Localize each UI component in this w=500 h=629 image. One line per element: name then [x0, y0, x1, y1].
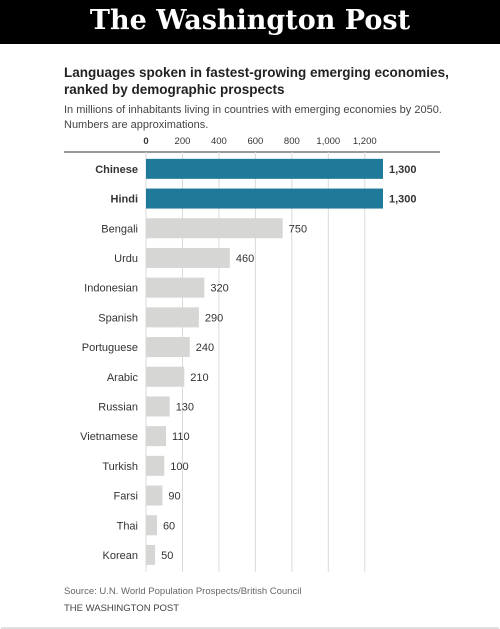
bar: [146, 277, 205, 298]
source-note: Source: U.N. World Population Prospects/…: [64, 586, 302, 597]
bar-chart: 0 200 400 600 800 1,000 1,200 Chinese 1,300 Hindi…: [64, 136, 440, 572]
value-label: 50: [161, 550, 173, 562]
category-label: Indonesian: [84, 283, 138, 295]
x-tick-label: 1,000: [316, 136, 340, 147]
value-label: 290: [205, 312, 223, 324]
bar: [146, 544, 156, 565]
bar: [146, 396, 170, 417]
masthead-logo: The Washington Post: [89, 5, 411, 36]
category-label: Urdu: [114, 253, 138, 265]
chart-subtitle: In millions of inhabitants living in cou…: [64, 104, 442, 131]
category-label: Vietnamese: [80, 431, 138, 443]
category-label: Thai: [117, 520, 138, 532]
value-label: 240: [196, 342, 214, 354]
bar: [146, 218, 283, 239]
value-label: 60: [163, 520, 175, 532]
x-tick-label: 1,200: [353, 136, 377, 147]
bar: [146, 337, 190, 358]
value-label: 460: [236, 253, 254, 265]
category-label: Korean: [103, 550, 138, 562]
bar: [146, 247, 230, 268]
value-label: 210: [190, 372, 208, 384]
value-label: 750: [289, 223, 307, 235]
category-label: Spanish: [98, 312, 138, 324]
value-label: 1,300: [389, 164, 417, 176]
category-label: Portuguese: [82, 342, 138, 354]
bar: [146, 158, 383, 179]
category-label: Arabic: [107, 372, 139, 384]
bar: [146, 426, 167, 447]
category-label: Turkish: [102, 461, 138, 473]
masthead: The Washington Post: [0, 0, 500, 44]
category-label: Chinese: [95, 164, 138, 176]
category-label: Hindi: [111, 194, 139, 206]
bar: [146, 188, 383, 209]
x-tick-label: 200: [175, 136, 191, 147]
value-label: 110: [172, 431, 190, 443]
bar: [146, 366, 185, 387]
bar: [146, 485, 163, 506]
value-label: 320: [210, 283, 228, 295]
category-label: Bengali: [101, 223, 138, 235]
bar: [146, 307, 199, 328]
category-label: Russian: [98, 401, 138, 413]
value-label: 1,300: [389, 194, 417, 206]
x-tick-label: 600: [247, 136, 263, 147]
value-label: 100: [170, 461, 188, 473]
x-tick-label: 0: [143, 136, 148, 147]
value-label: 90: [168, 491, 180, 503]
credit-line: THE WASHINGTON POST: [64, 603, 180, 614]
x-tick-label: 800: [284, 136, 300, 147]
category-label: Farsi: [114, 491, 138, 503]
bottom-divider: [1, 627, 499, 629]
bar: [146, 515, 157, 536]
bar: [146, 455, 165, 476]
chart-card: [1, 44, 499, 627]
x-tick-label: 400: [211, 136, 227, 147]
chart-title: Languages spoken in fastest-growing emer…: [64, 65, 449, 97]
value-label: 130: [176, 401, 194, 413]
